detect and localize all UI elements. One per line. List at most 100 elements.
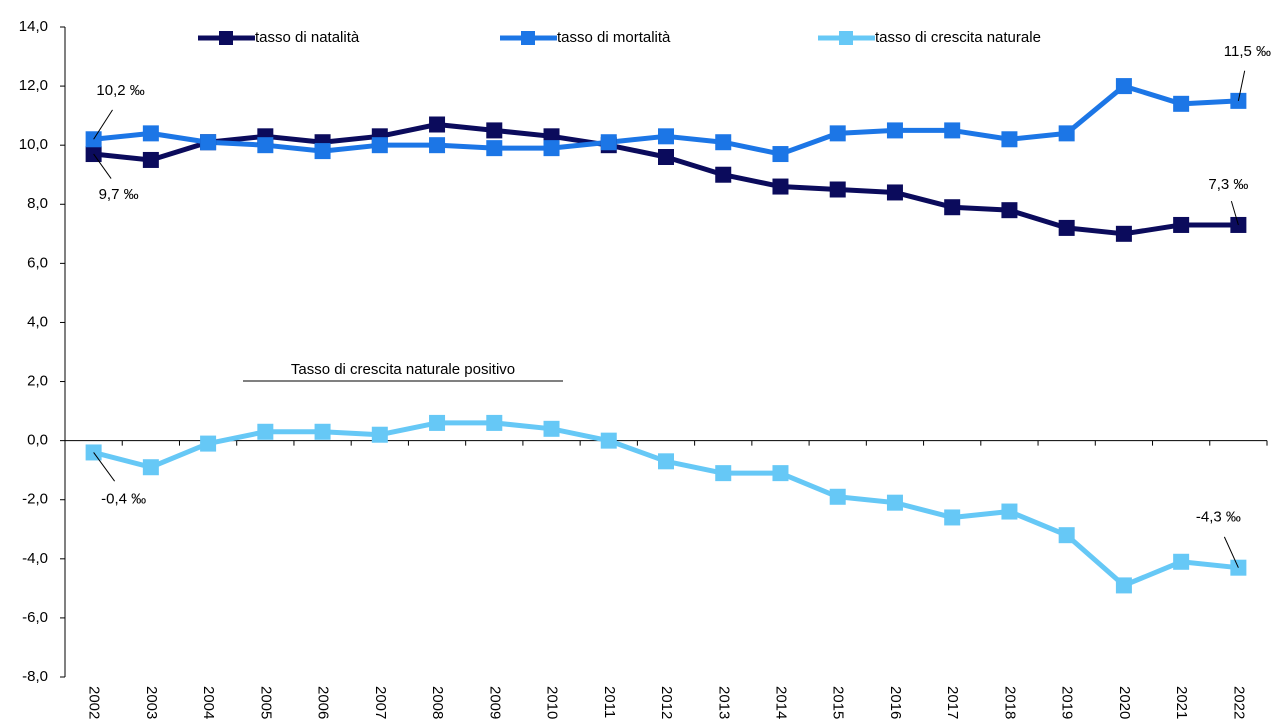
- point-marker: [314, 143, 331, 160]
- point-marker: [600, 432, 617, 449]
- point-marker: [1058, 125, 1075, 142]
- point-marker: [142, 459, 159, 476]
- y-tick-label: -8,0: [22, 668, 48, 685]
- x-tick-label: 2008: [429, 686, 446, 719]
- point-marker: [715, 465, 732, 482]
- x-tick-label: 2015: [830, 686, 847, 719]
- y-tick-label: 10,0: [19, 136, 48, 153]
- point-marker: [314, 423, 331, 440]
- x-tick-label: 2009: [486, 686, 503, 719]
- point-marker: [1173, 216, 1190, 233]
- point-marker: [429, 116, 446, 133]
- leader-line: [93, 452, 116, 482]
- point-marker: [1115, 78, 1132, 95]
- x-tick-label: 2021: [1173, 686, 1190, 719]
- value-label: -4,3 ‰: [1196, 509, 1241, 526]
- y-tick-label: 12,0: [19, 77, 48, 94]
- point-marker: [1001, 131, 1018, 148]
- y-tick-label: 6,0: [27, 254, 48, 271]
- legend-label: tasso di natalità: [255, 29, 360, 46]
- x-tick-label: 2017: [944, 686, 961, 719]
- y-tick-label: 0,0: [27, 432, 48, 449]
- point-marker: [886, 184, 903, 201]
- point-marker: [543, 140, 560, 157]
- point-marker: [1001, 202, 1018, 219]
- x-tick-label: 2020: [1116, 686, 1133, 719]
- point-marker: [1115, 577, 1132, 594]
- point-marker: [1001, 503, 1018, 520]
- point-marker: [429, 137, 446, 154]
- value-label: 10,2 ‰: [96, 82, 144, 99]
- legend-marker: [219, 31, 233, 45]
- x-tick-label: 2011: [601, 686, 618, 718]
- x-tick-label: 2010: [544, 686, 561, 719]
- x-tick-label: 2014: [773, 686, 790, 719]
- point-marker: [658, 149, 674, 165]
- point-marker: [772, 465, 789, 482]
- point-marker: [486, 414, 503, 431]
- x-tick-label: 2006: [315, 686, 332, 719]
- point-marker: [257, 137, 274, 154]
- value-label: -0,4 ‰: [101, 490, 146, 507]
- series-line: [92, 420, 1239, 588]
- point-marker: [486, 122, 503, 139]
- legend-marker: [521, 31, 535, 45]
- x-tick-label: 2002: [86, 686, 103, 719]
- y-tick-label: 4,0: [27, 313, 48, 330]
- leader-line: [93, 153, 112, 179]
- point-marker: [371, 426, 388, 443]
- y-tick-label: 14,0: [19, 18, 48, 35]
- y-tick-label: -2,0: [22, 491, 48, 508]
- legend-marker: [839, 31, 853, 45]
- x-tick-label: 2022: [1230, 686, 1247, 719]
- point-marker: [1115, 225, 1132, 242]
- leader-line: [1223, 536, 1239, 568]
- legend-label: tasso di mortalità: [557, 29, 671, 46]
- point-marker: [715, 166, 732, 183]
- point-marker: [200, 435, 217, 452]
- point-marker: [371, 137, 388, 154]
- y-tick-label: 8,0: [27, 195, 48, 212]
- point-marker: [772, 146, 789, 163]
- point-marker: [257, 423, 274, 440]
- point-marker: [715, 134, 732, 151]
- y-tick-label: 2,0: [27, 373, 48, 390]
- x-tick-label: 2018: [1001, 686, 1018, 719]
- x-tick-label: 2007: [372, 686, 389, 719]
- point-marker: [1058, 219, 1075, 236]
- point-marker: [1058, 527, 1075, 544]
- point-marker: [944, 199, 961, 216]
- legend-label: tasso di crescita naturale: [875, 29, 1041, 46]
- x-tick-label: 2005: [257, 686, 274, 719]
- point-marker: [944, 122, 961, 139]
- value-label: 7,3 ‰: [1208, 176, 1248, 193]
- point-marker: [486, 140, 503, 157]
- point-marker: [658, 128, 674, 145]
- x-tick-label: 2019: [1059, 686, 1076, 719]
- y-tick-label: -4,0: [22, 550, 48, 567]
- point-marker: [1173, 553, 1190, 570]
- point-marker: [772, 178, 789, 195]
- x-tick-label: 2003: [143, 686, 160, 719]
- annotation: Tasso di crescita naturale positivo: [291, 361, 515, 378]
- point-marker: [200, 134, 217, 151]
- point-marker: [829, 181, 846, 198]
- point-marker: [142, 151, 159, 168]
- point-marker: [658, 453, 674, 470]
- point-marker: [829, 488, 846, 505]
- point-marker: [543, 420, 560, 437]
- leader-line: [1237, 70, 1246, 101]
- point-marker: [886, 122, 903, 139]
- leader-line: [1230, 201, 1239, 226]
- point-marker: [429, 414, 446, 431]
- point-marker: [944, 509, 961, 526]
- point-marker: [829, 125, 846, 142]
- value-label: 11,5 ‰: [1224, 43, 1271, 60]
- point-marker: [142, 125, 159, 142]
- leader-line: [93, 109, 113, 140]
- y-tick-label: -6,0: [22, 609, 48, 626]
- point-marker: [886, 494, 903, 511]
- x-tick-label: 2016: [887, 686, 904, 719]
- x-tick-label: 2013: [715, 686, 732, 719]
